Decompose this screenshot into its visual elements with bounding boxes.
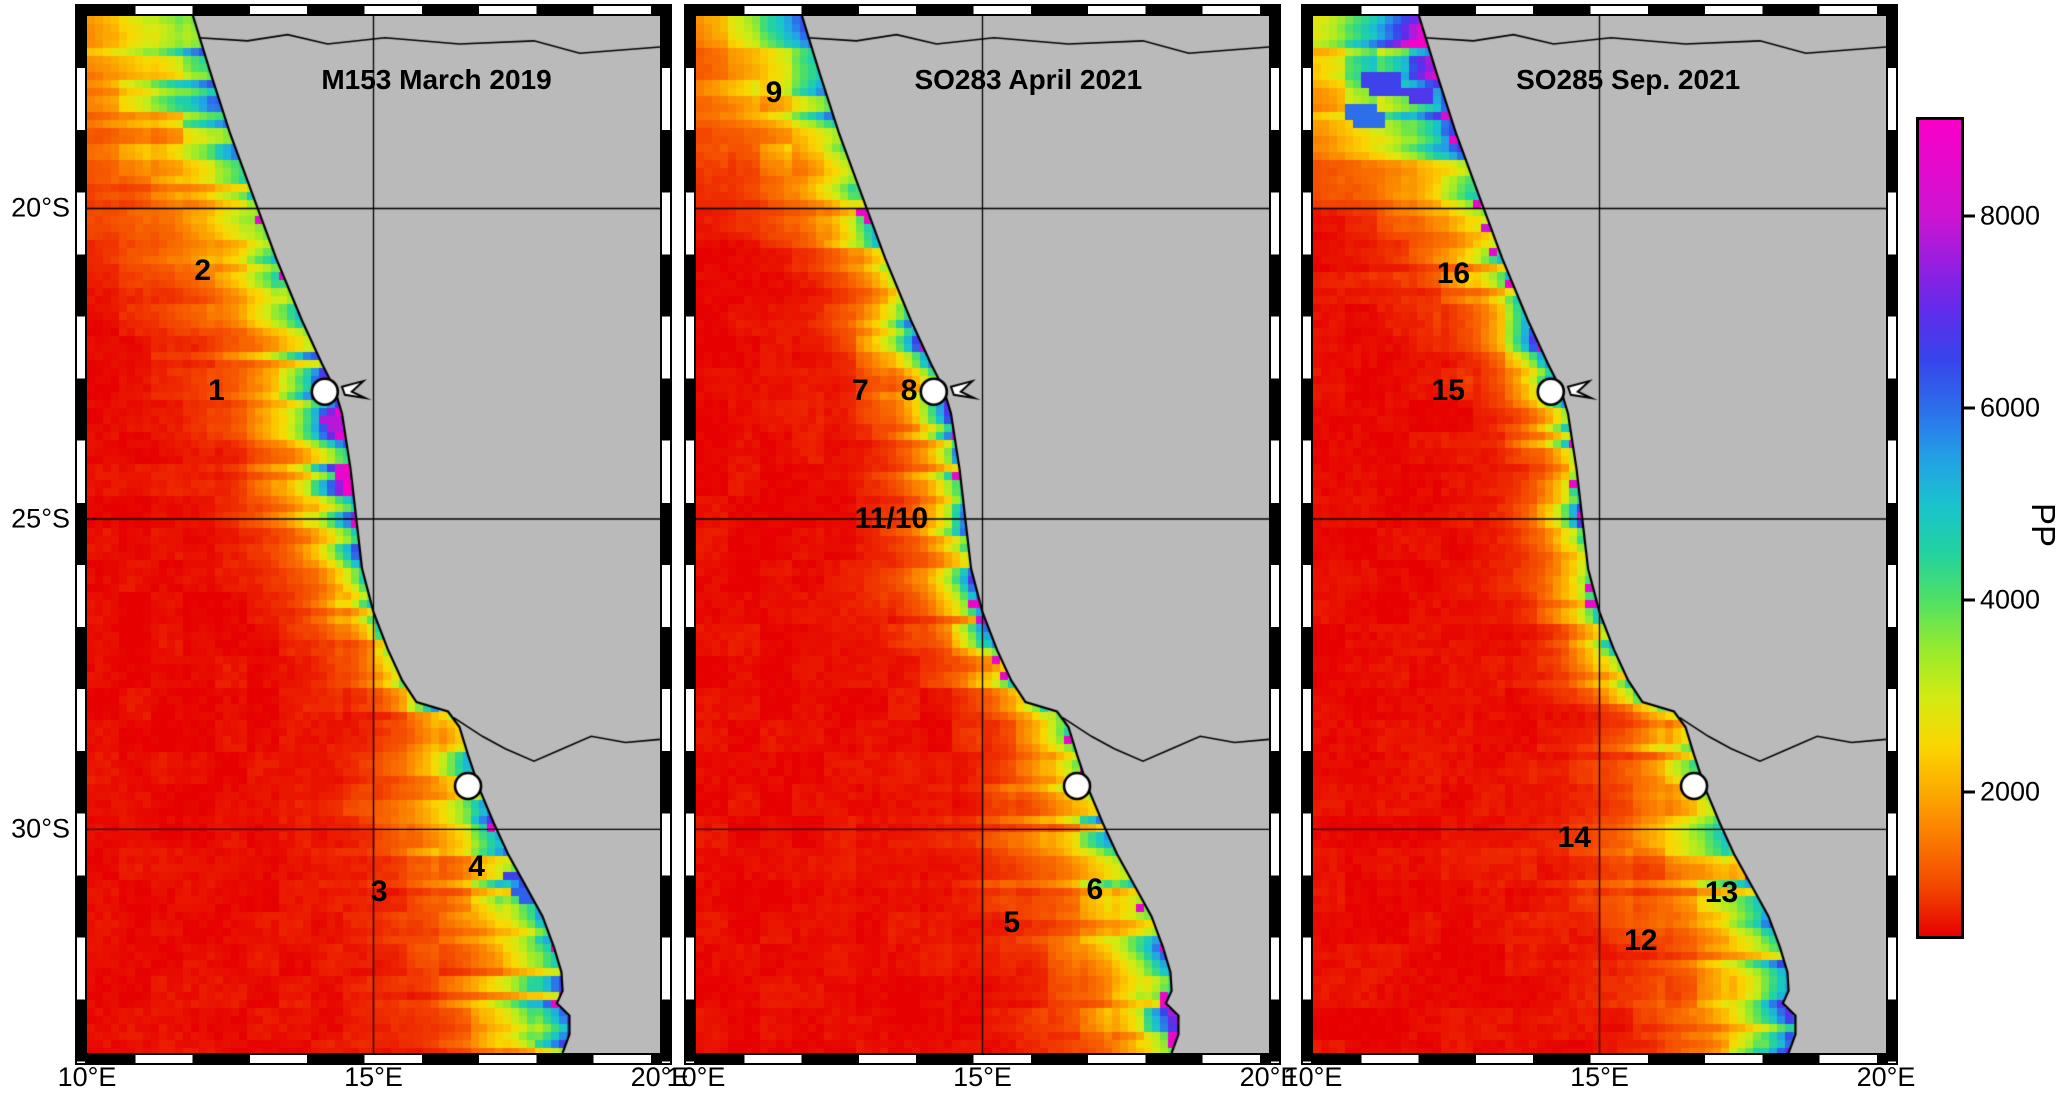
y-tick-label: 20°S <box>11 192 70 223</box>
pp-map-canvas <box>1313 16 1886 1053</box>
map-frame-left <box>75 4 87 1065</box>
x-tick-label: 15°E <box>344 1062 403 1092</box>
colorbar-tick-label: 8000 <box>1980 200 2041 231</box>
y-tick-label: 30°S <box>11 813 70 844</box>
station-label: 8 <box>900 374 918 408</box>
x-tick-label: 20°E <box>1239 1062 1299 1092</box>
colorbar-tick-label: 2000 <box>1980 776 2041 807</box>
x-tick-label: 20°E <box>630 1062 690 1092</box>
map-frame-right <box>660 4 672 1065</box>
map-frame-top <box>76 4 671 16</box>
station-label: 6 <box>1086 872 1104 906</box>
map-frame-left <box>1301 4 1313 1065</box>
map-panel-m153: M153 March 2019 2 1 3 4 <box>75 4 672 1065</box>
station-label: 3 <box>370 874 388 908</box>
y-tick-label: 25°S <box>11 503 70 534</box>
x-tick-label: 15°E <box>953 1062 1012 1092</box>
map-frame-left <box>684 4 696 1065</box>
x-tick-label: 10°E <box>1283 1062 1343 1092</box>
station-label: 7 <box>852 374 869 408</box>
station-label: 15 <box>1431 374 1465 408</box>
station-label: 16 <box>1436 257 1471 291</box>
colorbar-tick <box>1964 598 1975 602</box>
station-label: 4 <box>468 849 485 883</box>
station-label: 9 <box>765 75 783 109</box>
colorbar-tick <box>1964 214 1975 218</box>
map-panel-so283: SO283 April 2021 9 7 8 11/10 5 6 <box>684 4 1281 1065</box>
x-tick-label: 20°E <box>1856 1062 1916 1092</box>
pp-map-canvas <box>87 16 660 1053</box>
station-label: 11/10 <box>854 501 929 535</box>
station-label: 2 <box>194 253 212 287</box>
pp-map-canvas <box>696 16 1269 1053</box>
panel-title: M153 March 2019 <box>321 64 552 95</box>
map-frame-top <box>685 4 1280 16</box>
map-frame-right <box>1886 4 1898 1065</box>
map-frame-right <box>1269 4 1281 1065</box>
colorbar-tick-label: 4000 <box>1980 584 2041 615</box>
station-label: 14 <box>1557 820 1591 854</box>
colorbar-axis-label: PP <box>2025 502 2062 548</box>
station-label: 12 <box>1624 923 1658 957</box>
x-tick-label: 15°E <box>1570 1062 1629 1092</box>
station-label: 1 <box>208 374 225 408</box>
colorbar-tick <box>1964 790 1975 794</box>
colorbar-tick <box>1964 406 1975 410</box>
x-tick-label: 10°E <box>666 1062 726 1092</box>
station-label: 5 <box>1003 905 1021 939</box>
panel-title: SO285 Sep. 2021 <box>1516 64 1741 95</box>
station-label: 13 <box>1704 875 1739 909</box>
map-frame-top <box>1302 4 1897 16</box>
panel-title: SO283 April 2021 <box>914 64 1143 95</box>
colorbar-gradient <box>1916 117 1964 939</box>
colorbar: 8000 6000 4000 2000 <box>1916 117 2040 939</box>
colorbar-tick-label: 6000 <box>1980 392 2041 423</box>
map-panel-so285: SO285 Sep. 2021 16 15 14 13 12 <box>1301 4 1898 1065</box>
x-tick-label: 10°E <box>57 1062 117 1092</box>
